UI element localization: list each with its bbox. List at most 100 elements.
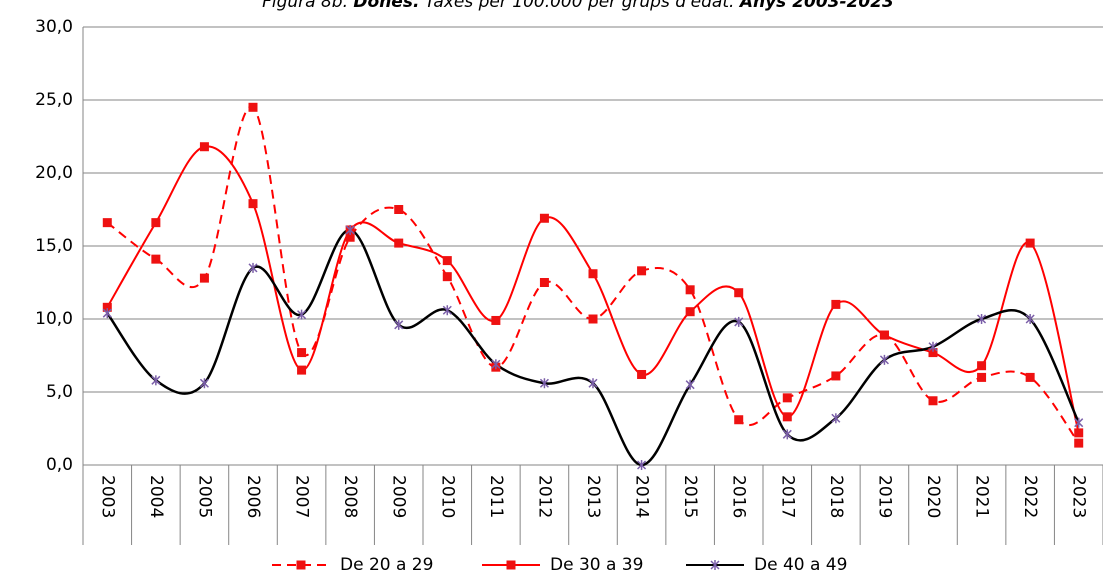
marker (734, 415, 744, 425)
x-tick-label: 2008 (340, 475, 360, 518)
marker (977, 372, 987, 382)
x-tick-label: 2010 (437, 475, 457, 518)
x-tick-label: 2004 (146, 475, 166, 518)
marker (831, 371, 841, 381)
marker (151, 218, 161, 228)
x-tick-label: 2017 (777, 475, 797, 518)
x-tick-label: 2016 (729, 475, 749, 518)
x-tick-label: 2018 (826, 475, 846, 518)
marker (491, 315, 501, 325)
y-tick-label: 15,0 (35, 236, 73, 256)
marker (248, 262, 258, 273)
marker (637, 460, 647, 470)
legend-label: De 30 a 39 (550, 555, 643, 575)
legend-entry: De 40 a 49 (686, 555, 847, 575)
marker (539, 213, 549, 223)
marker (345, 232, 355, 242)
marker (199, 273, 209, 283)
legend-label: De 40 a 49 (754, 555, 847, 575)
y-tick-label: 20,0 (35, 163, 73, 183)
marker (588, 314, 598, 324)
marker (506, 560, 516, 570)
x-tick-label: 2021 (972, 475, 992, 518)
y-tick-label: 30,0 (35, 17, 73, 37)
marker (296, 560, 306, 570)
marker (1025, 314, 1035, 324)
marker (637, 369, 647, 379)
marker (442, 272, 452, 282)
marker (248, 199, 258, 209)
marker (637, 266, 647, 276)
marker (1025, 238, 1035, 248)
marker (782, 393, 792, 403)
marker (977, 314, 987, 324)
x-tick-label: 2014 (632, 475, 652, 518)
x-tick-label: 2006 (243, 475, 263, 518)
marker (1074, 438, 1084, 448)
marker (394, 319, 404, 330)
marker (588, 378, 598, 389)
marker (928, 348, 938, 358)
marker (588, 269, 598, 279)
y-tick-label: 25,0 (35, 90, 73, 110)
marker (685, 285, 695, 295)
x-tick-label: 2020 (923, 475, 943, 518)
marker (1074, 428, 1084, 438)
legend-entry: De 20 a 29 (272, 555, 433, 575)
x-tick-label: 2011 (486, 475, 506, 518)
marker (394, 238, 404, 248)
marker (491, 359, 501, 370)
marker (782, 429, 792, 440)
marker (539, 278, 549, 287)
marker (879, 330, 889, 340)
marker (831, 299, 841, 309)
legend-entry: De 30 a 39 (482, 555, 643, 575)
marker (710, 560, 720, 570)
marker (248, 102, 258, 112)
marker (297, 365, 307, 375)
x-tick-label: 2012 (534, 475, 554, 518)
x-tick-label: 2007 (292, 475, 312, 518)
legend-label: De 20 a 29 (340, 555, 433, 575)
marker (977, 361, 987, 371)
marker (539, 378, 549, 389)
y-tick-label: 0,0 (46, 455, 73, 475)
marker (102, 218, 112, 228)
marker (199, 378, 209, 389)
title-part: Anys 2003-2023 (738, 0, 894, 12)
x-tick-label: 2003 (97, 475, 117, 518)
chart-title: Figura 8b. Dones. Taxes per 100.000 per … (262, 0, 894, 12)
marker (1074, 417, 1084, 428)
x-tick-label: 2009 (389, 475, 409, 518)
marker (297, 348, 307, 358)
marker (297, 309, 307, 320)
marker (831, 413, 841, 424)
marker (102, 308, 112, 319)
x-tick-label: 2015 (680, 475, 700, 518)
y-tick-label: 5,0 (46, 382, 73, 402)
marker (102, 302, 112, 312)
title-part: Figura 8b. (262, 0, 348, 12)
x-tick-label: 2019 (874, 475, 894, 518)
marker (928, 341, 938, 352)
marker (928, 396, 938, 406)
marker (442, 256, 452, 266)
x-tick-label: 2023 (1069, 475, 1089, 518)
marker (151, 254, 161, 264)
marker (1025, 372, 1035, 382)
series-line (106, 145, 1080, 434)
x-tick-label: 2005 (194, 475, 214, 518)
marker (394, 205, 404, 214)
x-tick-label: 2013 (583, 475, 603, 518)
title-part: Taxes per 100.000 per grups d'edat. (425, 0, 735, 12)
marker (345, 224, 355, 235)
marker (685, 379, 695, 390)
marker (685, 307, 695, 317)
marker (442, 305, 452, 316)
marker (734, 316, 744, 327)
marker (734, 288, 744, 298)
y-tick-label: 10,0 (35, 309, 73, 329)
marker (151, 375, 161, 386)
title-part: Dones. (353, 0, 419, 12)
